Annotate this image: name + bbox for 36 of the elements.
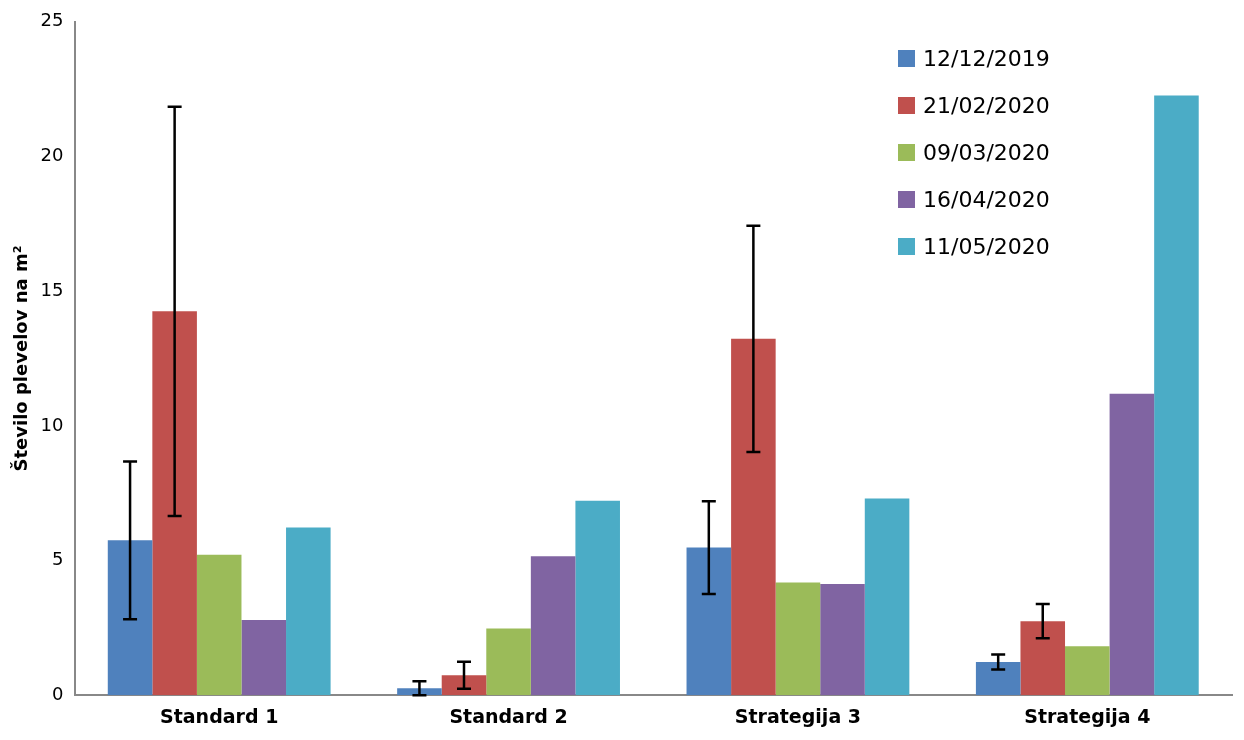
bar xyxy=(486,628,531,696)
bar xyxy=(1020,621,1066,696)
legend-label: 16/04/2020 xyxy=(923,187,1050,212)
x-tick-label: Strategija 4 xyxy=(1024,704,1151,727)
x-tick-label: Standard 2 xyxy=(449,704,568,727)
bar xyxy=(107,540,153,696)
y-tick-label: 20 xyxy=(40,144,64,166)
y-tick-label: 15 xyxy=(40,278,64,300)
legend-label: 21/02/2020 xyxy=(923,93,1050,118)
bar xyxy=(441,675,487,696)
bar xyxy=(820,583,865,696)
x-tick-label: Standard 1 xyxy=(160,704,279,727)
bar xyxy=(731,338,776,696)
bar xyxy=(286,527,331,696)
legend-label: 11/05/2020 xyxy=(923,234,1050,259)
bar xyxy=(775,582,821,696)
bar xyxy=(1109,393,1155,696)
legend-label: 09/03/2020 xyxy=(923,140,1050,165)
bar xyxy=(530,556,576,696)
bar xyxy=(975,662,1021,696)
bar xyxy=(196,554,242,696)
bar xyxy=(686,547,732,696)
bar xyxy=(864,498,910,696)
y-axis-title: Število plevelov na m² xyxy=(10,245,32,472)
bar xyxy=(575,500,620,696)
y-tick-label: 10 xyxy=(40,413,64,435)
bar xyxy=(241,620,287,696)
x-tick-label: Strategija 3 xyxy=(734,704,862,727)
bar xyxy=(397,688,442,696)
bar xyxy=(152,311,197,696)
bar xyxy=(1154,95,1199,696)
legend-label: 12/12/2019 xyxy=(923,46,1050,71)
y-tick-label: 25 xyxy=(40,9,64,31)
y-tick-label: 0 xyxy=(52,682,64,704)
bar xyxy=(1065,646,1110,696)
y-tick-label: 5 xyxy=(52,548,64,570)
